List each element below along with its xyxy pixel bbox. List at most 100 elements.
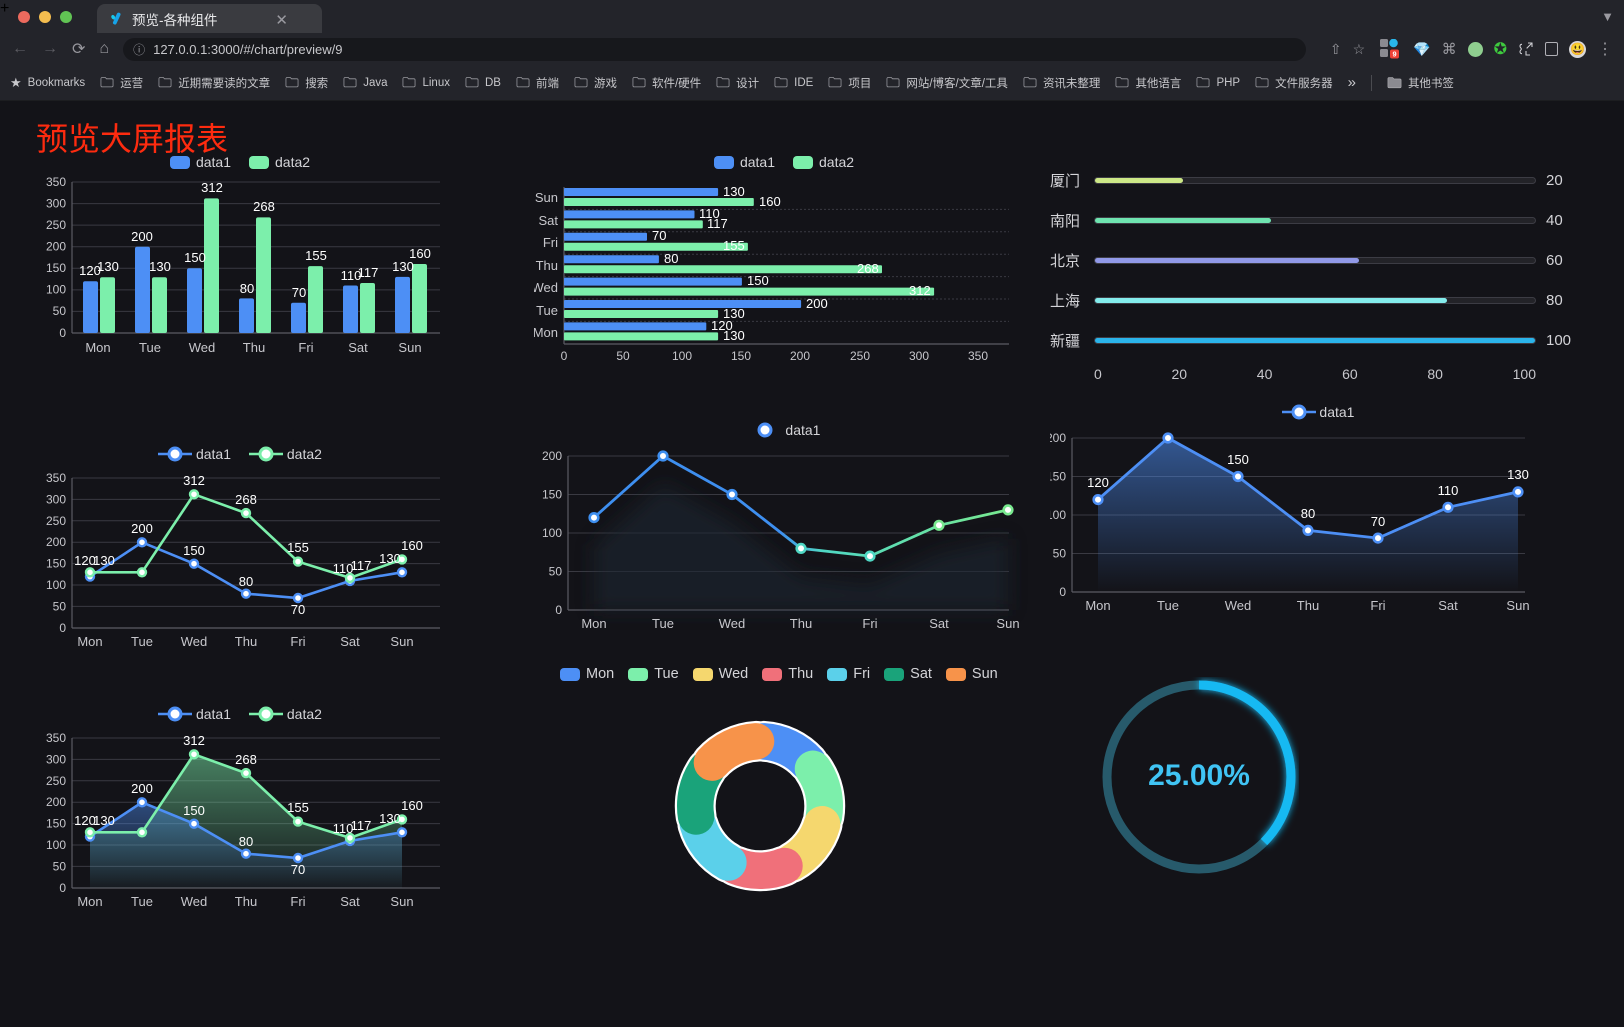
svg-text:312: 312 <box>183 473 205 488</box>
svg-text:50: 50 <box>53 599 67 613</box>
svg-text:0: 0 <box>59 621 66 635</box>
svg-text:155: 155 <box>305 248 327 263</box>
svg-text:155: 155 <box>723 238 745 253</box>
svg-text:268: 268 <box>857 261 879 276</box>
svg-text:Sun: Sun <box>390 634 413 649</box>
svg-text:117: 117 <box>351 818 372 833</box>
svg-text:150: 150 <box>1050 470 1066 484</box>
svg-text:Thu: Thu <box>243 340 265 355</box>
svg-text:50: 50 <box>53 859 67 873</box>
svg-text:Sun: Sun <box>535 190 558 205</box>
svg-text:Tue: Tue <box>652 616 674 631</box>
svg-text:Sat: Sat <box>348 340 368 355</box>
svg-text:200: 200 <box>131 781 153 796</box>
svg-text:160: 160 <box>409 246 431 261</box>
svg-text:200: 200 <box>790 349 810 363</box>
svg-text:200: 200 <box>1050 431 1066 445</box>
svg-text:200: 200 <box>46 795 66 809</box>
svg-text:130: 130 <box>1507 467 1529 482</box>
svg-text:160: 160 <box>401 798 423 813</box>
svg-text:0: 0 <box>59 326 66 340</box>
svg-text:Wed: Wed <box>719 616 746 631</box>
svg-text:150: 150 <box>183 543 205 558</box>
svg-text:130: 130 <box>379 551 401 566</box>
svg-text:Tue: Tue <box>1157 598 1179 613</box>
svg-text:350: 350 <box>46 175 66 189</box>
svg-text:130: 130 <box>723 306 745 321</box>
svg-text:130: 130 <box>723 184 745 199</box>
svg-text:Sat: Sat <box>340 894 360 909</box>
svg-text:200: 200 <box>46 535 66 549</box>
svg-text:Sat: Sat <box>1438 598 1458 613</box>
svg-text:160: 160 <box>759 194 781 209</box>
svg-text:Mon: Mon <box>85 340 110 355</box>
svg-text:Fri: Fri <box>290 634 305 649</box>
svg-text:50: 50 <box>616 349 630 363</box>
svg-text:Fri: Fri <box>298 340 313 355</box>
svg-text:100: 100 <box>542 526 562 540</box>
svg-text:150: 150 <box>46 557 66 571</box>
svg-text:80: 80 <box>1301 506 1315 521</box>
svg-text:117: 117 <box>358 265 379 280</box>
svg-text:250: 250 <box>46 514 66 528</box>
svg-text:312: 312 <box>183 733 205 748</box>
svg-text:150: 150 <box>731 349 751 363</box>
svg-text:70: 70 <box>291 602 305 617</box>
svg-text:Fri: Fri <box>1370 598 1385 613</box>
svg-text:Sun: Sun <box>390 894 413 909</box>
svg-text:130: 130 <box>392 259 414 274</box>
svg-text:Sat: Sat <box>538 213 558 228</box>
svg-text:Tue: Tue <box>536 303 558 318</box>
svg-text:130: 130 <box>723 328 745 343</box>
svg-text:130: 130 <box>93 813 115 828</box>
svg-text:9: 9 <box>1393 50 1397 59</box>
svg-text:250: 250 <box>46 774 66 788</box>
svg-text:50: 50 <box>549 565 563 579</box>
svg-text:100: 100 <box>46 838 66 852</box>
svg-text:Tue: Tue <box>131 894 153 909</box>
svg-text:150: 150 <box>183 803 205 818</box>
svg-text:350: 350 <box>968 349 988 363</box>
svg-text:70: 70 <box>652 228 666 243</box>
svg-text:50: 50 <box>53 304 67 318</box>
svg-text:Tue: Tue <box>131 634 153 649</box>
svg-text:25.00%: 25.00% <box>1148 759 1250 792</box>
svg-text:130: 130 <box>93 553 115 568</box>
svg-text:Thu: Thu <box>235 894 257 909</box>
svg-text:Thu: Thu <box>235 634 257 649</box>
svg-text:Mon: Mon <box>77 634 102 649</box>
svg-text:120: 120 <box>1087 475 1109 490</box>
svg-text:200: 200 <box>131 521 153 536</box>
svg-text:80: 80 <box>239 574 253 589</box>
svg-text:70: 70 <box>292 285 306 300</box>
svg-text:160: 160 <box>401 538 423 553</box>
svg-text:Fri: Fri <box>543 235 558 250</box>
svg-text:150: 150 <box>1227 452 1249 467</box>
svg-text:70: 70 <box>291 862 305 877</box>
svg-text:150: 150 <box>747 273 769 288</box>
svg-text:130: 130 <box>379 811 401 826</box>
svg-text:Wed: Wed <box>534 280 558 295</box>
svg-text:268: 268 <box>235 492 257 507</box>
svg-text:Wed: Wed <box>181 634 208 649</box>
svg-text:0: 0 <box>59 881 66 895</box>
svg-text:Thu: Thu <box>790 616 812 631</box>
svg-text:130: 130 <box>97 259 119 274</box>
svg-text:300: 300 <box>46 492 66 506</box>
svg-text:Fri: Fri <box>862 616 877 631</box>
svg-text:350: 350 <box>46 471 66 485</box>
svg-text:Sun: Sun <box>398 340 421 355</box>
svg-text:200: 200 <box>542 449 562 463</box>
svg-text:70: 70 <box>1371 514 1385 529</box>
svg-text:Sat: Sat <box>340 634 360 649</box>
svg-text:200: 200 <box>46 240 66 254</box>
svg-text:117: 117 <box>351 558 372 573</box>
svg-text:300: 300 <box>46 197 66 211</box>
svg-text:80: 80 <box>239 834 253 849</box>
svg-text:80: 80 <box>240 281 254 296</box>
svg-text:200: 200 <box>131 229 153 244</box>
svg-text:155: 155 <box>287 800 309 815</box>
svg-text:Tue: Tue <box>139 340 161 355</box>
svg-text:Mon: Mon <box>77 894 102 909</box>
svg-text:268: 268 <box>253 199 275 214</box>
